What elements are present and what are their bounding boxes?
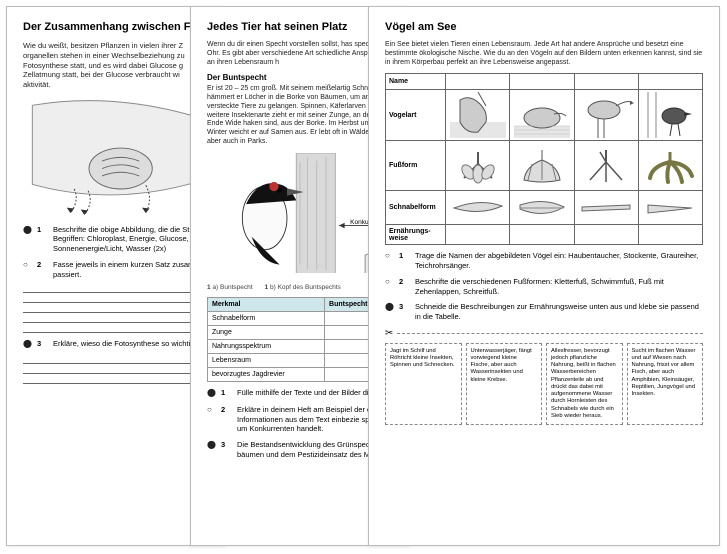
task-mark: ○ [207, 405, 215, 434]
rowhead-ernaehrung: Ernährungs- weise [386, 225, 446, 245]
rowhead-vogelart: Vogelart [386, 90, 446, 141]
sheet2-intro: Wenn du dir einen Specht vorstellen soll… [207, 41, 393, 67]
caption-b-text: b) Kopf des Buntspechts [270, 284, 341, 291]
name-cell [446, 74, 510, 90]
foot-cell [446, 141, 510, 191]
cutout-box: Jagt im Schilf und Röhricht kleine Insek… [385, 343, 462, 425]
task-num: 3 [37, 339, 47, 349]
merkmal-cell: Schnabelform [208, 312, 325, 326]
sheet1-intro: Wie du weißt, besitzen Pflanzen in viele… [23, 41, 209, 90]
beak-cell [638, 191, 702, 225]
cutout-box: Unterwasserjäger, fängt vorwiegend klein… [466, 343, 543, 425]
worksheet-3: Vögel am See Ein See bietet vielen Tiere… [368, 6, 720, 546]
rowhead-name: Name [386, 74, 446, 90]
sheet1-title: Der Zusammenhang zwischen Foto [23, 21, 209, 33]
task-row: ⬤ 3 Erkläre, wieso die Fotosynthese so w… [23, 339, 209, 349]
sheet3-title: Vögel am See [385, 21, 703, 33]
name-cell [638, 74, 702, 90]
rowhead-schnabel: Schnabelform [386, 191, 446, 225]
task-num: 2 [399, 277, 409, 297]
cutout-box: Allesfresser, bevorzugt jedoch pflanzlic… [546, 343, 623, 425]
caption-a: 1 a) Buntspecht [207, 284, 253, 291]
bird-cell [574, 90, 638, 141]
merkmal-cell: Nahrungsspektrum [208, 340, 325, 354]
task-row: ○ 2 Erkläre in deinem Heft am Beispiel d… [207, 405, 393, 434]
task-mark: ○ [385, 277, 393, 297]
writing-lines [23, 354, 209, 384]
feed-cell [446, 225, 510, 245]
task-num: 3 [221, 440, 231, 460]
foot-cell [574, 141, 638, 191]
task-row: ○ 1 Trage die Namen der abgebildeten Vög… [385, 251, 703, 271]
sheet2-desc: Er ist 20 – 25 cm groß. Mit seinem meiße… [207, 85, 393, 146]
feed-cell [510, 225, 574, 245]
rowhead-fussform: Fußform [386, 141, 446, 191]
merkmal-cell: Zunge [208, 326, 325, 340]
caption-b: 1 b) Kopf des Buntspechts [265, 284, 341, 291]
cut-line [397, 333, 703, 334]
cutouts: Jagt im Schilf und Röhricht kleine Insek… [385, 343, 703, 425]
merkmal-table: Merkmal Buntspecht Schnabelform Zunge Na… [207, 297, 393, 382]
task-num: 2 [37, 260, 47, 280]
task-text: Schneide die Beschreibungen zur Ernährun… [415, 302, 703, 322]
name-cell [574, 74, 638, 90]
scissor-row: ✂ [385, 328, 703, 339]
merkmal-cell: Lebensraum [208, 354, 325, 368]
sheet2-subhead: Der Buntspecht [207, 73, 393, 82]
task-mark: ⬤ [23, 339, 31, 349]
feed-cell [638, 225, 702, 245]
scissor-icon: ✂ [385, 328, 393, 339]
task-num: 1 [37, 225, 47, 254]
task-text: Fasse jeweils in einem kurzen Satz zusam… [53, 260, 209, 280]
feed-cell [574, 225, 638, 245]
task-text: Beschrifte die verschiedenen Fußformen: … [415, 277, 703, 297]
beak-cell [446, 191, 510, 225]
task-num: 1 [221, 388, 231, 398]
cutout-box: Sucht im flachen Wasser und auf Wiesen n… [627, 343, 704, 425]
task-mark: ⬤ [207, 440, 215, 460]
beak-cell [510, 191, 574, 225]
chloroplast-diagram [23, 96, 209, 217]
task-row: ⬤ 3 Die Bestandsentwicklung des Grünspec… [207, 440, 393, 460]
sheet2-title: Jedes Tier hat seinen Platz [207, 21, 393, 33]
foot-cell [510, 141, 574, 191]
bird-cell [510, 90, 574, 141]
beak-cell [574, 191, 638, 225]
merkmal-cell: bevorzugtes Jagdrevier [208, 368, 325, 382]
task-row: ⬤ 3 Schneide die Beschreibungen zur Ernä… [385, 302, 703, 322]
bird-cell [446, 90, 510, 141]
name-cell [510, 74, 574, 90]
task-row: ⬤ 1 Fülle mithilfe der Texte und der Bil… [207, 388, 393, 398]
task-text: Beschrifte die obige Abbildung, die die … [53, 225, 209, 254]
task-row: ○ 2 Fasse jeweils in einem kurzen Satz z… [23, 260, 209, 280]
task-num: 1 [399, 251, 409, 271]
bird-cell [638, 90, 702, 141]
writing-lines [23, 283, 209, 333]
task-row: ⬤ 1 Beschrifte die obige Abbildung, die … [23, 225, 209, 254]
task-mark: ○ [23, 260, 31, 280]
task-text: Trage die Namen der abgebildeten Vögel e… [415, 251, 703, 271]
sheet3-intro: Ein See bietet vielen Tieren einen Leben… [385, 41, 703, 67]
task-mark: ○ [385, 251, 393, 271]
merkmal-head-1: Merkmal [208, 298, 325, 312]
task-mark: ⬤ [207, 388, 215, 398]
task-mark: ⬤ [385, 302, 393, 322]
task-num: 2 [221, 405, 231, 434]
woodpecker-diagram: Konkurrenz? [207, 153, 393, 274]
task-row: ○ 2 Beschrifte die verschiedenen Fußform… [385, 277, 703, 297]
caption-a-text: a) Buntspecht [212, 284, 252, 291]
task-text: Erkläre, wieso die Fotosynthese so wicht… [53, 339, 209, 349]
vogel-table: Name Vogelart Fußform [385, 73, 703, 245]
task-mark: ⬤ [23, 225, 31, 254]
foot-cell [638, 141, 702, 191]
task-num: 3 [399, 302, 409, 322]
